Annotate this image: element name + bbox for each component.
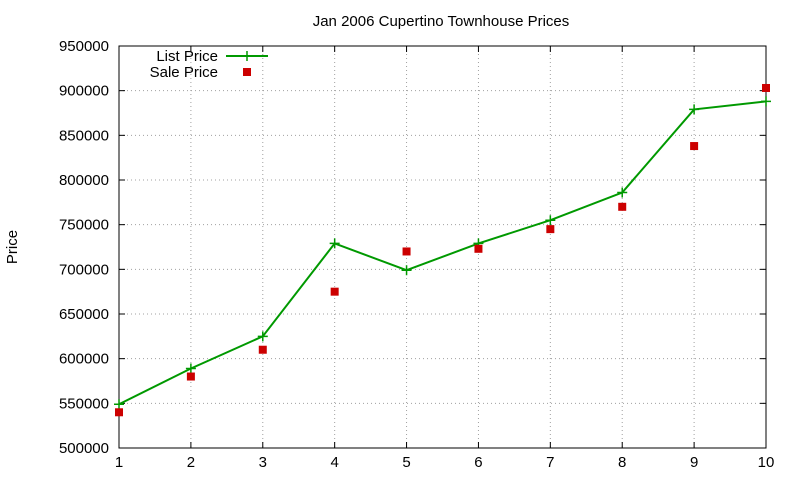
y-tick-label: 550000 — [59, 395, 109, 412]
y-tick-label: 500000 — [59, 440, 109, 457]
series-line — [118, 100, 767, 406]
x-tick-label: 5 — [402, 454, 410, 471]
x-tick-label: 3 — [259, 454, 267, 471]
x-tick-label: 4 — [330, 454, 338, 471]
data-point — [617, 187, 628, 198]
series-0 — [114, 96, 771, 410]
legend-label: Sale Price — [150, 64, 218, 81]
data-point — [402, 247, 411, 256]
y-tick-label: 950000 — [59, 38, 109, 55]
data-point — [330, 287, 339, 296]
data-point — [690, 142, 699, 151]
data-point — [185, 363, 196, 374]
legend-label: List Price — [156, 48, 218, 65]
y-tick-label: 650000 — [59, 306, 109, 323]
x-tick-label: 1 — [115, 454, 123, 471]
data-point — [401, 265, 412, 276]
data-point — [762, 83, 770, 92]
data-point — [546, 225, 555, 234]
x-tick-label: 7 — [546, 454, 554, 471]
axis-ticks: 1 2 3 4 5 6 7 8 9 10 500000 550000 600000 650000 70000… — [59, 38, 774, 471]
x-tick-label: 10 — [758, 454, 775, 471]
x-tick-label: 8 — [618, 454, 626, 471]
legend-marker — [243, 68, 251, 76]
data-point — [761, 96, 771, 107]
data-point — [545, 215, 556, 226]
data-point — [329, 238, 340, 249]
y-tick-label: 700000 — [59, 261, 109, 278]
series-layer — [114, 83, 771, 417]
y-tick-label: 750000 — [59, 217, 109, 234]
data-point — [115, 408, 123, 417]
plot-frame — [118, 45, 767, 449]
data-point — [689, 104, 700, 115]
data-point — [258, 345, 267, 354]
data-point — [114, 399, 124, 410]
x-tick-label: 9 — [690, 454, 698, 471]
x-tick-label: 2 — [187, 454, 195, 471]
data-point — [257, 331, 268, 342]
data-point — [618, 202, 627, 211]
series-1 — [115, 83, 770, 417]
y-axis-label: Price — [4, 230, 21, 264]
grid — [119, 46, 766, 448]
x-tick-label: 6 — [474, 454, 482, 471]
chart-title: Jan 2006 Cupertino Townhouse Prices — [313, 13, 570, 30]
y-tick-label: 900000 — [59, 83, 109, 100]
data-point — [474, 244, 483, 253]
legend-marker — [242, 51, 252, 61]
data-point — [186, 372, 195, 381]
y-tick-label: 850000 — [59, 127, 109, 144]
y-tick-label: 800000 — [59, 172, 109, 189]
y-tick-label: 600000 — [59, 351, 109, 368]
